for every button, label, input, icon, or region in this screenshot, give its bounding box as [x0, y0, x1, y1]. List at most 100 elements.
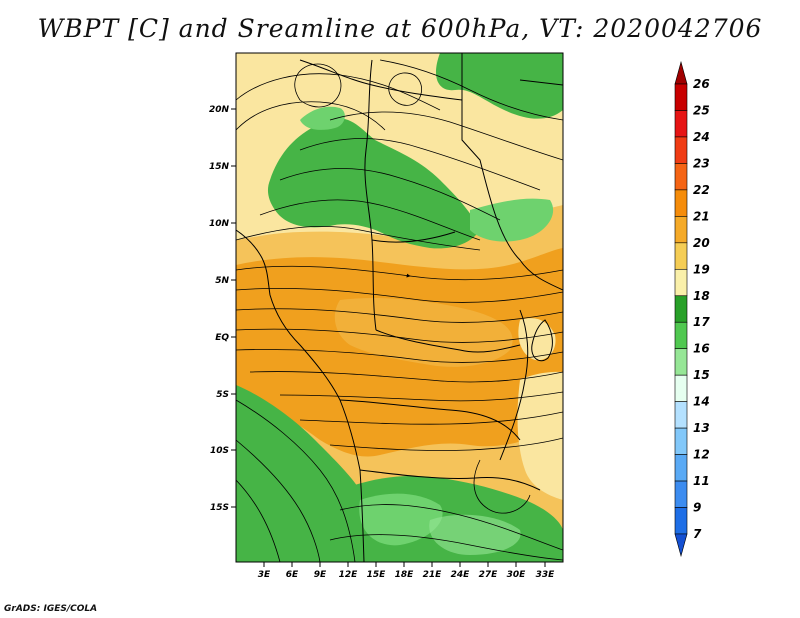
colorbar-level-label: 22 [693, 183, 710, 197]
streamline-15 [236, 225, 481, 251]
lon-tick-label: 27E [479, 570, 499, 580]
lon-tick-label: 18E [395, 570, 415, 580]
border-6 [371, 231, 456, 243]
lon-tick-label: 3E [258, 570, 271, 580]
streamline-21 [236, 101, 386, 131]
wbpt-cool-patch-4 [429, 514, 521, 555]
border-8 [499, 309, 529, 461]
wbpt-east-pale [517, 371, 563, 500]
lon-tick-label: 9E [314, 570, 327, 580]
west-coastline [236, 229, 365, 562]
border-3 [299, 59, 463, 101]
streamline-19 [329, 111, 563, 161]
wbpt-central-cool [267, 118, 480, 249]
lon-tick-label: 30E [507, 570, 527, 580]
lat-tick: 15N [209, 162, 236, 172]
streamline-8 [299, 411, 563, 425]
map-panel: 20N 15N 10N 5N EQ 5S 10S 15S 3E 6E 9E 12… [209, 52, 564, 580]
lon-tick: 33E [536, 562, 556, 580]
border-5 [339, 399, 521, 441]
border-1 [364, 59, 377, 331]
colorbar-swatch [674, 401, 688, 429]
lon-tick: 3E [258, 562, 271, 580]
colorbar-level-label: 14 [693, 395, 710, 409]
colorbar-level-label: 20 [693, 236, 710, 250]
lat-tick-label: EQ [215, 333, 229, 343]
streamline-17 [279, 168, 501, 221]
colorbar-top-arrow [674, 60, 688, 85]
colorbar-level-label: 21 [693, 209, 710, 223]
lon-tick-label: 21E [423, 570, 443, 580]
colorbar-level-label: 12 [693, 448, 710, 462]
lon-tick-label: 24E [451, 570, 471, 580]
colorbar-swatch [674, 507, 688, 535]
colorbar-swatch [674, 216, 688, 244]
streamline-10 [236, 399, 356, 562]
lat-tick-label: 15S [210, 503, 229, 513]
wbpt-cool-patch-3 [359, 493, 443, 546]
colorbar-swatch [674, 110, 688, 138]
colorbar: 26 25 24 23 22 21 20 19 18 17 16 15 14 13 12 11 9 7 [674, 60, 710, 558]
colorbar-level-label: 24 [693, 130, 710, 144]
colorbar-level-label: 18 [693, 289, 710, 303]
streamline-eddy-1 [294, 63, 342, 108]
lat-tick-label: 20N [209, 105, 230, 115]
streamline-12 [236, 479, 281, 562]
streamline-18 [299, 138, 541, 191]
colorbar-swatch [674, 374, 688, 402]
colorbar-level-label: 17 [693, 315, 710, 329]
streamline-7 [279, 391, 563, 402]
lat-tick: 5S [216, 390, 236, 400]
streamline-18-b [473, 459, 531, 514]
lon-tick: 12E [339, 562, 358, 580]
lon-tick-label: 15E [367, 570, 387, 580]
colorbar-swatch [674, 348, 688, 376]
streamline-9 [329, 437, 563, 451]
colorbar-level-label: 15 [693, 368, 710, 382]
lon-tick-label: 33E [536, 570, 556, 580]
lat-tick-label: 5N [215, 276, 229, 286]
lat-tick: 10N [209, 219, 236, 229]
streamline-5 [236, 349, 563, 363]
lon-tick-label: 6E [286, 570, 299, 580]
colorbar-swatch [674, 321, 688, 350]
border-7 [359, 469, 541, 491]
colorbar-level-label: 7 [693, 527, 702, 541]
lon-tick: 18E [395, 562, 415, 580]
streamline-3 [236, 308, 563, 323]
lake-outline [531, 319, 553, 362]
lat-tick-label: 10N [209, 219, 230, 229]
lat-tick: 20N [209, 105, 236, 115]
colorbar-swatch [674, 136, 688, 164]
lat-tick: 5N [215, 276, 236, 286]
wbpt-northeast-cool [435, 53, 563, 119]
streamline-20 [236, 73, 441, 111]
streamline-1 [236, 265, 563, 281]
colorbar-level-label: 25 [693, 103, 710, 117]
map-title: WBPT [C] and Sreamline at 600hPa, VT: 20… [37, 14, 763, 43]
map-frame [235, 52, 564, 563]
wbpt-warm-core [236, 248, 563, 457]
colorbar-swatch [674, 163, 688, 191]
lon-tick: 30E [507, 562, 527, 580]
colorbar-level-label: 26 [693, 77, 710, 91]
lon-tick: 24E [451, 562, 471, 580]
lon-tick: 21E [423, 562, 443, 580]
lat-tick-label: 15N [209, 162, 230, 172]
lat-tick-label: 10S [210, 446, 229, 456]
streamline-14 [329, 534, 563, 561]
streamline-eddy-2 [388, 72, 422, 106]
lat-tick: EQ [215, 333, 236, 343]
lon-tick: 6E [286, 562, 299, 580]
border-9 [470, 53, 563, 86]
longitude-axis: 3E 6E 9E 12E 15E 18E 21E 24E 27E 30E 33E [258, 562, 555, 580]
colorbar-level-label: 16 [693, 342, 710, 356]
grads-credit: GrADS: IGES/COLA [4, 604, 98, 614]
colorbar-swatch [674, 480, 688, 508]
colorbar-bottom-arrow [674, 533, 688, 558]
latitude-axis: 20N 15N 10N 5N EQ 5S 10S 15S [209, 105, 236, 513]
streamlines [236, 59, 563, 562]
colorbar-swatch [674, 268, 688, 297]
colorbar-level-label: 19 [693, 262, 710, 276]
lon-tick: 15E [367, 562, 387, 580]
